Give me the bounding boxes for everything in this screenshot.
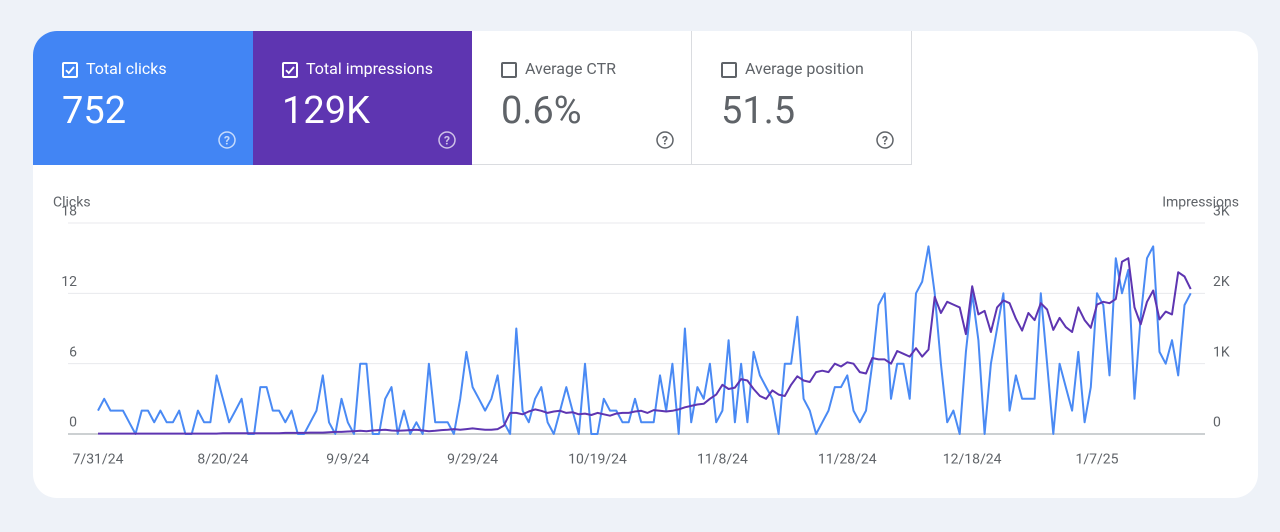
svg-text:?: ? xyxy=(224,134,230,148)
help-icon[interactable]: ? xyxy=(655,130,675,150)
checkbox[interactable] xyxy=(62,62,78,78)
y-tick-label: 6 xyxy=(69,344,77,360)
x-tick-label: 9/29/24 xyxy=(447,452,498,468)
metric-value: 0.6% xyxy=(501,89,582,133)
help-icon[interactable]: ? xyxy=(875,130,895,150)
metric-card[interactable]: Total impressions 129K ? xyxy=(253,31,473,165)
metric-value: 129K xyxy=(282,89,370,133)
checkbox[interactable] xyxy=(721,62,737,78)
x-tick-label: 8/20/24 xyxy=(197,452,248,468)
svg-text:?: ? xyxy=(444,134,450,148)
y2-axis-title: Impressions xyxy=(1162,195,1239,211)
help-icon[interactable]: ? xyxy=(217,130,237,150)
y-tick-label: 12 xyxy=(61,274,77,290)
y-tick-label: 0 xyxy=(69,415,77,431)
checkbox[interactable] xyxy=(282,62,298,78)
y-axis-title: Clicks xyxy=(53,195,91,211)
y-tick-label: 18 xyxy=(61,204,77,220)
metric-card[interactable]: Total clicks 752 ? xyxy=(33,31,253,165)
metric-label: Total clicks xyxy=(86,59,167,78)
x-tick-label: 7/31/24 xyxy=(73,452,124,468)
svg-text:?: ? xyxy=(662,134,668,148)
x-tick-label: 12/18/24 xyxy=(943,452,1002,468)
y2-tick-label: 0 xyxy=(1213,415,1221,431)
checkbox[interactable] xyxy=(501,62,517,78)
metric-label: Average CTR xyxy=(525,59,617,78)
series-line xyxy=(98,257,1192,435)
x-tick-label: 11/28/24 xyxy=(818,452,877,468)
y2-tick-label: 2K xyxy=(1213,274,1230,290)
x-tick-label: 11/8/24 xyxy=(697,452,748,468)
x-tick-label: 9/9/24 xyxy=(326,452,369,468)
metric-value: 51.5 xyxy=(721,89,796,133)
y2-tick-label: 3K xyxy=(1213,204,1230,220)
metric-card[interactable]: Average position 51.5 ? xyxy=(692,31,912,165)
svg-text:?: ? xyxy=(882,134,888,148)
y2-tick-label: 1K xyxy=(1213,344,1230,360)
metric-card[interactable]: Average CTR 0.6% ? xyxy=(472,31,692,165)
metric-label: Average position xyxy=(745,59,864,78)
metric-label: Total impressions xyxy=(306,59,433,78)
x-tick-label: 10/19/24 xyxy=(568,452,627,468)
performance-panel: Total clicks 752 ? Total impressions 129… xyxy=(33,31,1258,498)
x-tick-label: 1/7/25 xyxy=(1076,452,1119,468)
metric-value: 752 xyxy=(62,89,127,133)
series-line xyxy=(97,245,1192,435)
help-icon[interactable]: ? xyxy=(437,130,457,150)
